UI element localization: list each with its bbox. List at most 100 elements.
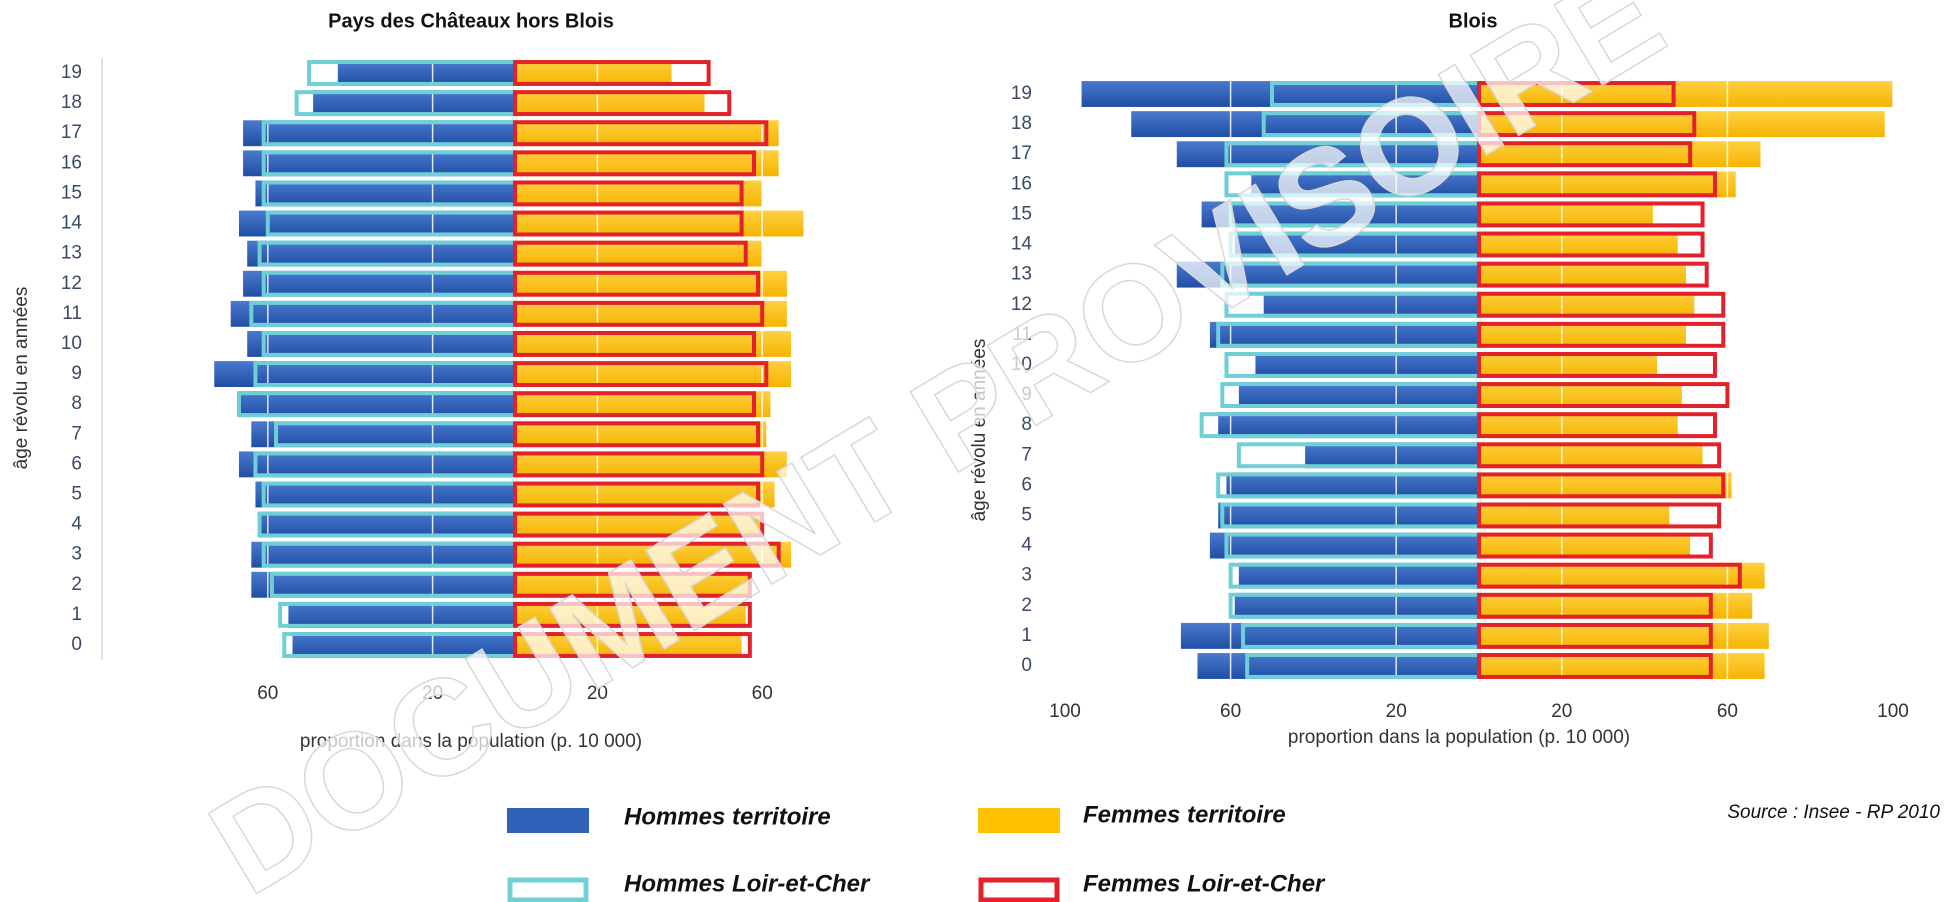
y-tick-label: 2 xyxy=(1021,595,1032,616)
outline-bar xyxy=(513,331,756,357)
bar xyxy=(1479,653,1765,679)
y-tick-label: 3 xyxy=(1021,565,1032,586)
y-tick-label: 17 xyxy=(1011,143,1032,164)
y-tick-label: 8 xyxy=(71,393,82,414)
y-tick-label: 1 xyxy=(1021,625,1032,646)
legend-label: Hommes territoire xyxy=(624,803,831,830)
x-tick-label: 60 xyxy=(752,683,773,704)
outline-bar xyxy=(1477,111,1697,138)
outline-bar xyxy=(513,150,756,177)
y-tick-label: 10 xyxy=(1011,354,1032,375)
bar xyxy=(1479,562,1765,589)
outline-bar xyxy=(513,60,711,86)
source: Source : Insee - RP 2010 xyxy=(1727,802,1940,823)
bar xyxy=(515,632,742,658)
y-tick-label: 12 xyxy=(61,273,82,294)
outline-bar xyxy=(513,541,781,568)
outline-bar xyxy=(1477,352,1717,378)
bar xyxy=(247,331,515,357)
outline-bar xyxy=(1477,442,1722,469)
bar xyxy=(1197,653,1479,679)
bar xyxy=(1479,412,1678,439)
bar xyxy=(1479,382,1682,408)
y-tick-label: 11 xyxy=(1012,324,1032,345)
outline-bar xyxy=(513,632,752,658)
x-tick-label: 20 xyxy=(1551,701,1572,722)
bar xyxy=(1176,261,1479,288)
y-tick-label: 6 xyxy=(71,453,82,474)
bar xyxy=(1201,201,1479,228)
y-tick-label: 7 xyxy=(71,423,82,444)
y-tick-label: 8 xyxy=(1021,414,1032,435)
bar xyxy=(1479,622,1769,649)
bar xyxy=(1234,592,1479,619)
outline-bar xyxy=(513,391,756,418)
bar xyxy=(288,601,515,628)
bar xyxy=(1479,81,1893,107)
bar xyxy=(1479,472,1732,499)
bar xyxy=(238,210,515,237)
outline-bar xyxy=(1477,472,1726,499)
bar xyxy=(243,150,515,177)
y-tick-label: 5 xyxy=(1021,504,1032,525)
bar xyxy=(515,541,792,568)
outline-bar xyxy=(513,120,769,147)
bar xyxy=(515,511,763,538)
y-tick-label: 7 xyxy=(1021,444,1032,465)
x-axis-label: proportion dans la population (p. 10 000… xyxy=(300,731,642,752)
bar xyxy=(1209,532,1479,559)
y-tick-label: 9 xyxy=(1021,384,1032,405)
bar xyxy=(1479,532,1691,559)
y-axis-label: âge révolu en années xyxy=(11,287,32,470)
bar xyxy=(515,90,705,117)
bar xyxy=(1234,231,1479,258)
y-tick-label: 1 xyxy=(71,604,82,625)
y-tick-label: 4 xyxy=(1021,535,1032,556)
x-tick-label: 20 xyxy=(1386,701,1407,722)
bar xyxy=(515,361,792,387)
bar xyxy=(243,120,515,147)
legend-swatch xyxy=(978,808,1060,833)
y-tick-label: 16 xyxy=(1011,173,1032,194)
bar xyxy=(1218,412,1479,439)
y-tick-label: 17 xyxy=(61,122,82,143)
bar xyxy=(1479,261,1686,288)
y-tick-label: 18 xyxy=(61,92,82,113)
y-tick-label: 13 xyxy=(61,243,82,264)
x-axis-label: proportion dans la population (p. 10 000… xyxy=(1288,727,1630,748)
bar xyxy=(515,601,746,628)
bar xyxy=(515,180,763,207)
bar xyxy=(230,300,515,327)
bar xyxy=(1263,291,1479,318)
y-tick-label: 14 xyxy=(1011,234,1033,255)
outline-bar xyxy=(513,421,761,448)
y-tick-label: 18 xyxy=(1011,113,1032,134)
bar xyxy=(1479,201,1653,228)
y-tick-label: 5 xyxy=(71,483,82,504)
outline-bar xyxy=(513,210,744,237)
outline-bar xyxy=(1477,201,1705,228)
bar xyxy=(1479,111,1885,138)
y-tick-label: 12 xyxy=(1011,294,1032,315)
outline-bar xyxy=(513,571,752,598)
outline-bar xyxy=(1477,141,1693,168)
bar xyxy=(337,60,515,86)
outline-bar xyxy=(1477,562,1742,589)
bar xyxy=(238,451,515,478)
outline-bar xyxy=(1477,261,1709,288)
y-tick-label: 10 xyxy=(61,333,82,354)
bar xyxy=(515,421,767,448)
x-tick-label: 100 xyxy=(1877,701,1909,722)
outline-bar xyxy=(513,511,765,538)
bar xyxy=(243,270,515,297)
bar xyxy=(1479,442,1703,469)
bar xyxy=(1238,382,1479,408)
bar xyxy=(251,571,515,598)
outline-bar xyxy=(1477,382,1730,408)
bar xyxy=(255,481,515,508)
legend-label: Femmes territoire xyxy=(1083,801,1286,828)
bar xyxy=(515,391,771,418)
bar xyxy=(1479,352,1658,378)
bar xyxy=(515,240,763,267)
